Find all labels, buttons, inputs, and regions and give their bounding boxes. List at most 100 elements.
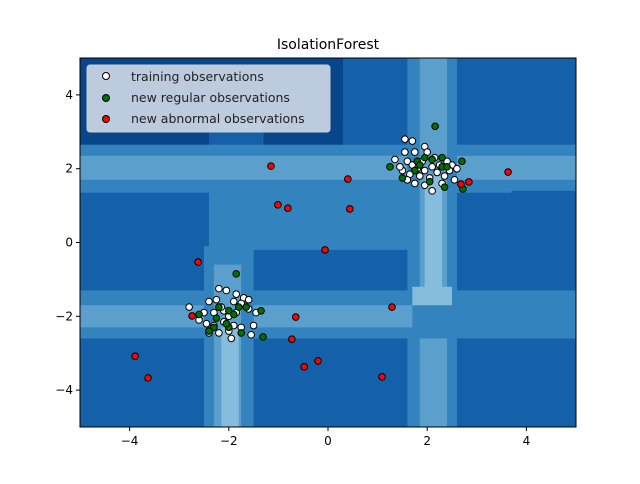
contour-region xyxy=(221,327,239,427)
regular-point xyxy=(440,183,449,191)
contour-region xyxy=(412,286,452,306)
x-tick-label: 2 xyxy=(423,434,431,448)
training-point xyxy=(244,295,253,304)
training-point xyxy=(215,284,223,293)
y-tick-label: 4 xyxy=(65,88,73,102)
regular-point xyxy=(232,270,241,278)
abnormal-point xyxy=(378,373,386,381)
contour-region xyxy=(208,187,413,250)
abnormal-point xyxy=(344,175,352,183)
contour-region xyxy=(511,190,576,199)
legend-label-regular: new regular observations xyxy=(131,90,290,105)
training-point xyxy=(249,321,258,330)
legend: training observations new regular observ… xyxy=(86,64,331,133)
regular-point xyxy=(411,166,419,175)
legend-box xyxy=(86,64,331,133)
legend-marker-training xyxy=(102,72,110,80)
abnormal-point xyxy=(144,374,152,382)
training-point xyxy=(428,163,436,171)
training-point xyxy=(450,175,459,184)
x-tick-label: −4 xyxy=(121,434,139,448)
axis-ticks: −4 −2 0 2 4 −4 −2 0 2 4 xyxy=(55,88,530,448)
training-point xyxy=(420,166,429,175)
regular-point xyxy=(215,303,223,311)
regular-point xyxy=(242,303,250,311)
regular-point xyxy=(212,314,221,322)
abnormal-point xyxy=(131,352,139,360)
training-point xyxy=(411,148,419,156)
y-tick-label: −2 xyxy=(55,309,73,323)
legend-label-abnormal: new abnormal observations xyxy=(131,111,305,126)
training-point xyxy=(222,286,231,295)
x-tick-label: −2 xyxy=(220,434,238,448)
regular-point xyxy=(259,333,267,341)
abnormal-point xyxy=(267,162,275,170)
training-point xyxy=(212,295,221,304)
abnormal-point xyxy=(274,201,282,209)
regular-point xyxy=(195,310,203,319)
regular-point xyxy=(415,161,424,169)
training-point xyxy=(205,297,213,306)
abnormal-point xyxy=(465,178,473,186)
contour-region xyxy=(80,155,576,180)
legend-marker-abnormal xyxy=(102,115,110,123)
training-point xyxy=(453,164,461,173)
contour-region xyxy=(424,176,443,298)
regular-point xyxy=(205,327,213,335)
regular-point xyxy=(237,329,245,337)
regular-point xyxy=(425,177,434,186)
y-tick-label: 0 xyxy=(65,236,73,250)
regular-point xyxy=(257,306,265,315)
regular-point xyxy=(438,153,446,162)
training-point xyxy=(247,330,255,339)
regular-point xyxy=(210,323,218,332)
training-point xyxy=(408,137,417,145)
abnormal-point xyxy=(457,180,465,188)
training-point xyxy=(401,135,409,143)
abnormal-point xyxy=(284,204,292,212)
training-point xyxy=(401,148,409,156)
y-tick-label: 2 xyxy=(65,162,73,176)
training-point xyxy=(403,157,412,166)
training-point xyxy=(420,181,429,190)
training-point xyxy=(215,329,223,337)
training-point xyxy=(440,172,449,180)
y-tick-label: −4 xyxy=(55,383,73,397)
chart-title: IsolationForest xyxy=(277,37,380,53)
regular-point xyxy=(398,174,407,182)
x-tick-label: 0 xyxy=(324,434,332,448)
training-point xyxy=(396,163,404,171)
training-point xyxy=(185,303,193,311)
legend-marker-regular xyxy=(102,94,110,102)
abnormal-point xyxy=(291,313,300,321)
training-point xyxy=(415,172,424,180)
training-point xyxy=(433,168,441,177)
training-point xyxy=(229,297,238,306)
legend-label-training: training observations xyxy=(131,69,264,84)
abnormal-point xyxy=(188,312,196,320)
training-point xyxy=(227,334,236,343)
abnormal-point xyxy=(287,335,296,343)
abnormal-point xyxy=(388,303,396,311)
abnormal-point xyxy=(504,168,512,176)
abnormal-point xyxy=(194,258,202,266)
training-point xyxy=(202,319,211,328)
abnormal-point xyxy=(346,205,354,213)
regular-point xyxy=(443,163,451,171)
regular-point xyxy=(386,163,394,171)
regular-point xyxy=(431,122,439,131)
regular-point xyxy=(420,153,429,162)
regular-point xyxy=(225,306,233,315)
training-point xyxy=(232,290,241,298)
training-point xyxy=(391,155,399,164)
regular-point xyxy=(234,303,243,311)
abnormal-point xyxy=(321,246,329,254)
x-tick-label: 4 xyxy=(523,434,531,448)
regular-point xyxy=(428,155,436,164)
abnormal-point xyxy=(314,357,322,365)
abnormal-point xyxy=(300,363,308,371)
training-point xyxy=(428,187,436,195)
regular-point xyxy=(458,157,466,166)
